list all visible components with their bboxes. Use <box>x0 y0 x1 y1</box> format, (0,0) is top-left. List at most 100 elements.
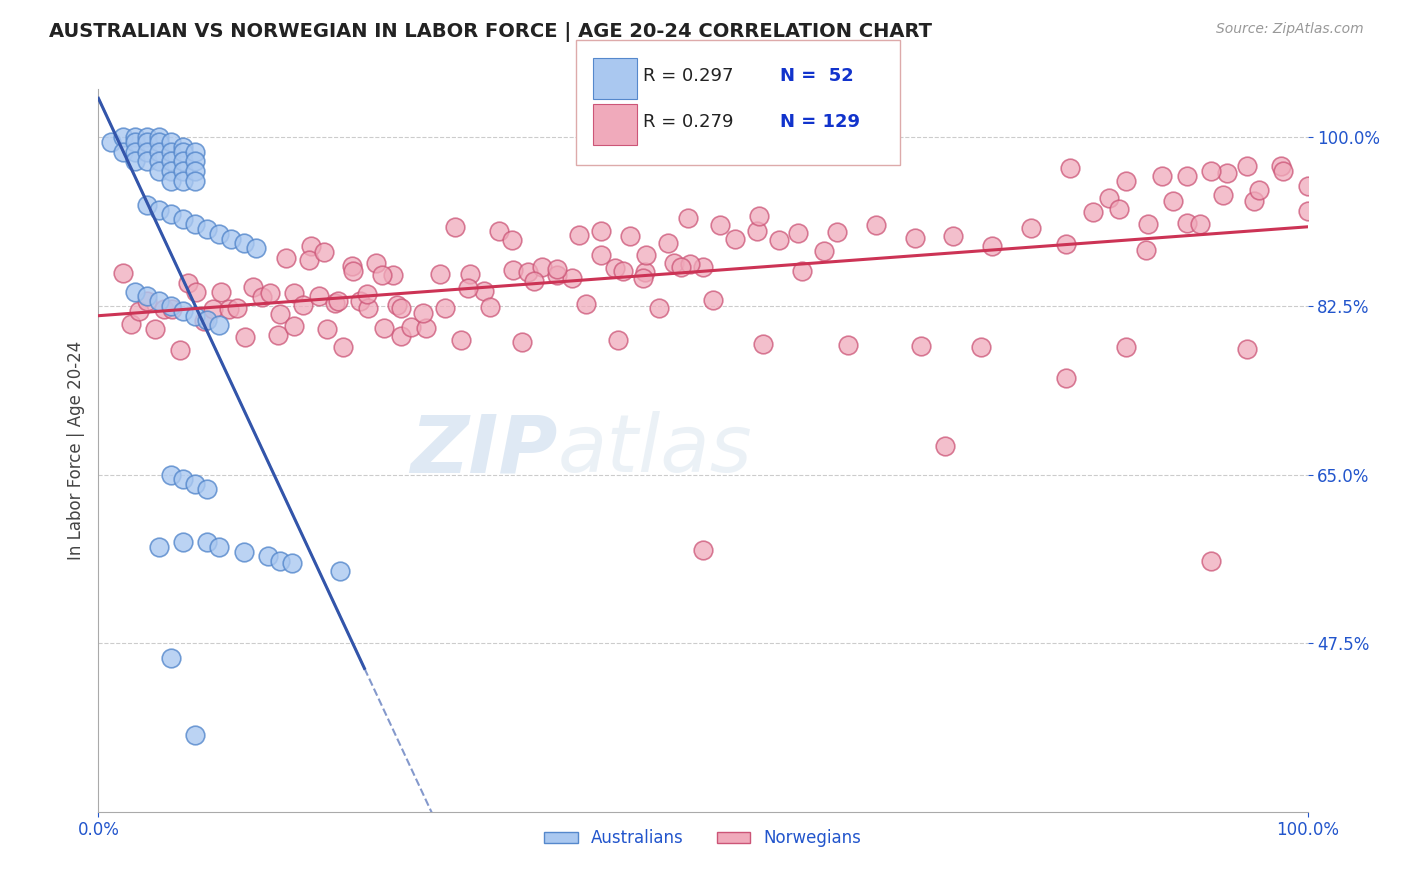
Point <box>589 248 612 262</box>
Point <box>160 301 183 316</box>
Point <box>619 229 641 244</box>
Text: atlas: atlas <box>558 411 752 490</box>
Point <box>186 285 208 299</box>
Point <box>124 130 146 145</box>
Point <box>1236 159 1258 173</box>
Point <box>415 320 437 334</box>
Point <box>678 211 700 226</box>
Point <box>1296 204 1319 219</box>
Point <box>657 236 679 251</box>
Point <box>1081 204 1104 219</box>
Point <box>1098 191 1121 205</box>
Point <box>267 328 290 343</box>
Point <box>172 303 194 318</box>
Point <box>195 535 218 549</box>
Point <box>201 301 224 316</box>
Point <box>679 257 702 271</box>
Point <box>389 301 412 315</box>
Point <box>111 145 134 159</box>
Point <box>283 318 305 333</box>
Point <box>135 198 157 212</box>
Point <box>160 154 183 169</box>
Y-axis label: In Labor Force | Age 20-24: In Labor Force | Age 20-24 <box>66 341 84 560</box>
Point <box>281 556 304 570</box>
Point <box>910 339 932 353</box>
Point <box>328 293 350 308</box>
Point <box>340 259 363 273</box>
Point <box>283 286 305 301</box>
Point <box>612 263 634 277</box>
Point <box>478 300 501 314</box>
Point <box>148 130 170 145</box>
Point <box>434 301 457 315</box>
Point <box>371 268 394 282</box>
Point <box>148 294 170 309</box>
Point <box>160 145 183 159</box>
Point <box>488 224 510 238</box>
Text: N = 129: N = 129 <box>780 113 860 131</box>
Point <box>124 135 146 149</box>
Point <box>316 321 339 335</box>
Point <box>1236 343 1258 357</box>
Point <box>172 164 194 178</box>
Point <box>1249 183 1271 197</box>
Point <box>692 260 714 274</box>
Point <box>160 164 183 178</box>
Point <box>172 145 194 159</box>
Point <box>1115 174 1137 188</box>
Point <box>184 217 207 231</box>
Point <box>221 231 243 245</box>
Point <box>1296 178 1319 193</box>
Point <box>276 251 298 265</box>
Point <box>128 304 150 318</box>
Point <box>256 549 278 564</box>
Point <box>148 154 170 169</box>
Point <box>768 234 790 248</box>
Point <box>299 239 322 253</box>
Point <box>233 329 256 343</box>
Point <box>184 477 207 491</box>
Point <box>184 174 207 188</box>
Point <box>373 321 395 335</box>
Point <box>259 285 281 300</box>
Point <box>349 293 371 308</box>
Point <box>1243 194 1265 209</box>
Point <box>825 225 848 239</box>
Point <box>298 253 321 268</box>
Point <box>1108 202 1130 216</box>
Point <box>195 222 218 236</box>
Point <box>429 267 451 281</box>
Point <box>242 280 264 294</box>
Point <box>523 274 546 288</box>
Point <box>208 318 231 333</box>
Point <box>1135 243 1157 257</box>
Point <box>631 270 654 285</box>
Point <box>981 239 1004 253</box>
Text: Source: ZipAtlas.com: Source: ZipAtlas.com <box>1216 22 1364 37</box>
Point <box>152 302 174 317</box>
Point <box>516 265 538 279</box>
Point <box>143 322 166 336</box>
Point <box>323 295 346 310</box>
Point <box>148 145 170 159</box>
Point <box>1199 554 1222 568</box>
Point <box>208 227 231 241</box>
Point <box>787 226 810 240</box>
Text: N =  52: N = 52 <box>780 67 853 85</box>
Text: R = 0.297: R = 0.297 <box>643 67 733 85</box>
Point <box>709 218 731 232</box>
Legend: Australians, Norwegians: Australians, Norwegians <box>537 822 869 854</box>
Point <box>1175 216 1198 230</box>
Text: ZIP: ZIP <box>411 411 558 490</box>
Point <box>412 306 434 320</box>
Point <box>450 333 472 347</box>
Point <box>501 233 523 247</box>
Point <box>184 154 207 169</box>
Point <box>250 290 273 304</box>
Point <box>648 301 671 315</box>
Point <box>1212 188 1234 202</box>
Point <box>1054 236 1077 251</box>
Point <box>124 285 146 299</box>
Point <box>136 294 159 309</box>
Point <box>172 140 194 154</box>
